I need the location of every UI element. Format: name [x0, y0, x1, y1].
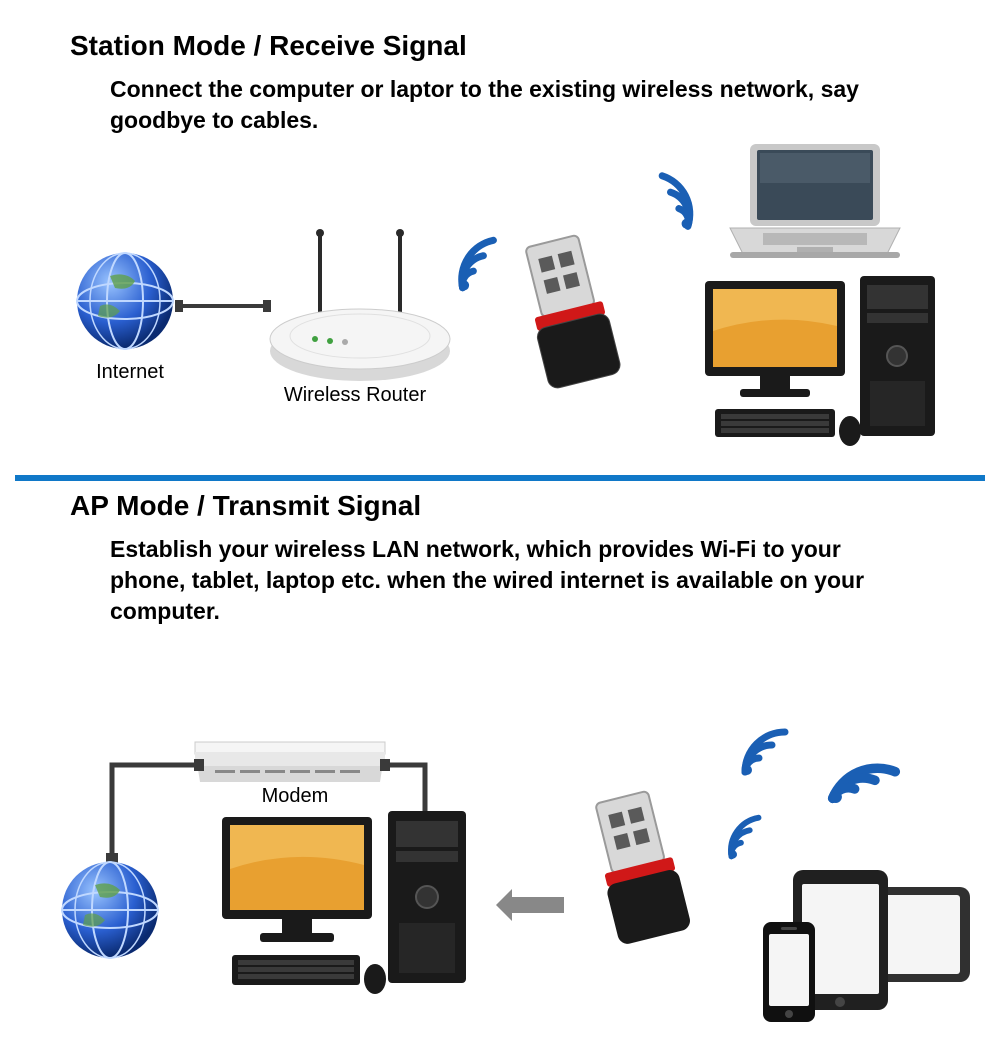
- station-mode-section: Station Mode / Receive Signal Connect th…: [0, 30, 1000, 470]
- section1-canvas: Internet Wireless Router: [0, 136, 1000, 496]
- section2-description: Establish your wireless LAN network, whi…: [110, 534, 890, 627]
- wifi-signal-icon: [442, 229, 513, 300]
- wifi-signal-icon: [817, 738, 911, 832]
- arrow-left-icon: [492, 889, 572, 921]
- router-label: Wireless Router: [265, 384, 445, 407]
- modem-icon: [185, 732, 395, 792]
- desktop-pc-icon: [695, 271, 945, 451]
- section-divider: [15, 475, 985, 481]
- wireless-router-icon: [260, 221, 460, 391]
- laptop-icon: [715, 136, 915, 266]
- wifi-signal-icon: [735, 722, 795, 782]
- section1-description: Connect the computer or laptor to the ex…: [110, 74, 890, 136]
- internet-globe-icon: [70, 246, 180, 356]
- mobile-devices-icon: [755, 852, 975, 1042]
- desktop-pc-icon: [210, 805, 475, 1000]
- usb-wifi-adapter-icon: [505, 231, 635, 401]
- section2-title: AP Mode / Transmit Signal: [70, 490, 1000, 522]
- wifi-signal-icon: [637, 163, 713, 239]
- internet-label: Internet: [80, 361, 180, 384]
- usb-wifi-adapter-icon: [575, 787, 705, 957]
- internet-globe-icon: [55, 855, 165, 965]
- cable-icon: [100, 747, 210, 867]
- ap-mode-section: AP Mode / Transmit Signal Establish your…: [0, 490, 1000, 970]
- section1-title: Station Mode / Receive Signal: [70, 30, 1000, 62]
- section2-canvas: Modem: [0, 627, 1000, 1007]
